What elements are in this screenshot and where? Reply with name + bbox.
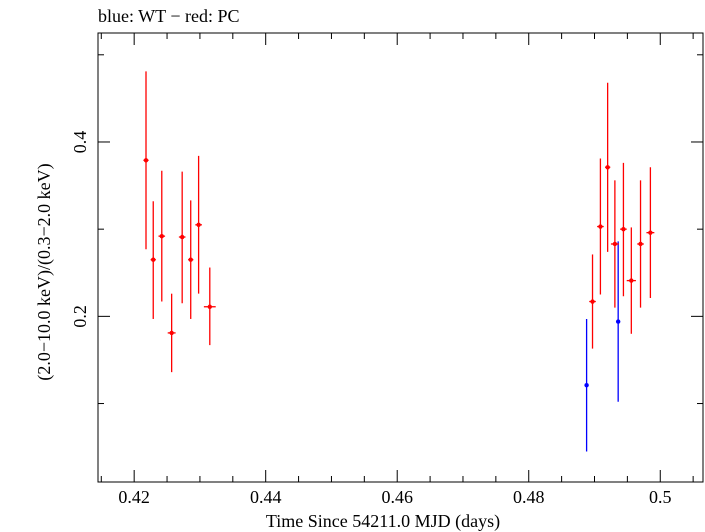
data-point xyxy=(188,257,193,262)
data-point xyxy=(179,234,185,240)
x-tick-label: 0.42 xyxy=(118,487,150,507)
x-axis-tick-labels: 0.42 0.44 0.46 0.48 0.5 xyxy=(118,487,671,507)
data-point xyxy=(605,165,610,170)
data-point xyxy=(151,257,156,262)
y-tick-label: 0.4 xyxy=(70,131,90,154)
data-series xyxy=(143,71,655,452)
data-point xyxy=(612,241,618,247)
y-tick-label: 0.2 xyxy=(70,305,90,328)
x-axis-label: Time Since 54211.0 MJD (days) xyxy=(266,511,500,532)
x-axis-ticks xyxy=(100,33,694,482)
x-tick-label: 0.5 xyxy=(649,487,672,507)
series-2 xyxy=(143,71,655,373)
x-tick-label: 0.48 xyxy=(513,487,545,507)
data-point xyxy=(159,233,164,239)
data-point xyxy=(584,383,589,388)
x-tick-label: 0.46 xyxy=(381,487,413,507)
x-tick-label: 0.44 xyxy=(250,487,282,507)
chart-title: blue: WT − red: PC xyxy=(98,6,239,26)
data-point xyxy=(590,299,595,304)
data-point xyxy=(207,304,212,309)
data-point xyxy=(648,230,653,235)
data-point xyxy=(196,222,201,228)
data-point xyxy=(615,319,621,324)
y-axis-tick-labels: 0.2 0.4 xyxy=(70,131,90,328)
data-point xyxy=(629,278,634,283)
plot-frame xyxy=(97,32,704,483)
data-point xyxy=(143,158,149,163)
data-point xyxy=(621,226,626,232)
data-point xyxy=(638,241,643,247)
data-point xyxy=(598,224,603,229)
y-axis-ticks xyxy=(98,54,703,405)
y-axis-label: (2.0−10.0 keV)/(0.3−2.0 keV) xyxy=(34,163,55,380)
series-1 xyxy=(584,241,621,452)
data-point xyxy=(169,330,174,336)
